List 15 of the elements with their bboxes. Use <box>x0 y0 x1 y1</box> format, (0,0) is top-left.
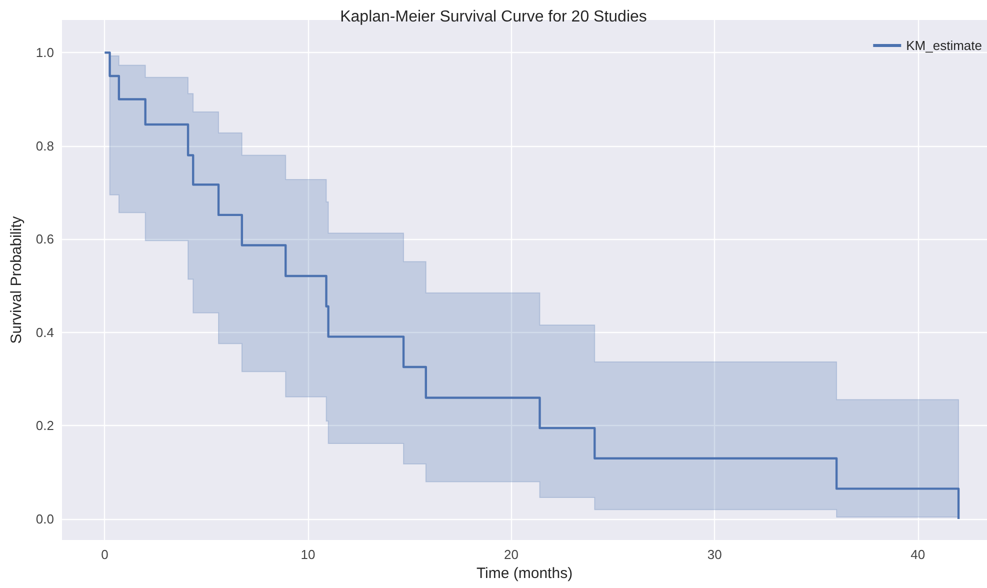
legend-label: KM_estimate <box>906 38 982 53</box>
y-axis-title: Survival Probability <box>8 216 25 344</box>
y-tick-label: 0.6 <box>36 232 54 247</box>
x-tick-label: 40 <box>910 547 926 562</box>
x-tick-label: 30 <box>707 547 722 562</box>
chart-title: Kaplan-Meier Survival Curve for 20 Studies <box>340 8 647 26</box>
y-tick-label: 1.0 <box>36 45 54 60</box>
y-tick-label: 0.2 <box>36 418 54 434</box>
y-tick-label: 0.8 <box>36 138 54 154</box>
x-tick-label: 0 <box>101 547 108 562</box>
x-tick-label: 10 <box>300 547 316 562</box>
y-tick-label: 0.4 <box>36 324 54 340</box>
x-axis-title: Time (months) <box>476 565 573 582</box>
y-tick-label: 0.0 <box>36 512 54 527</box>
x-tick-label: 20 <box>504 547 519 562</box>
